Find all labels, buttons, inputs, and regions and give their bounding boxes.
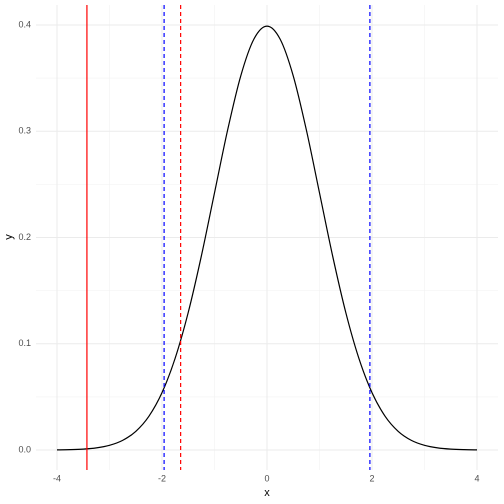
density-curve [56, 25, 478, 451]
y-tick-label: 0.1 [18, 338, 31, 348]
x-tick-label: -2 [158, 473, 166, 483]
y-tick-label: 0.0 [18, 444, 31, 454]
y-tick-label: 0.4 [18, 19, 31, 29]
x-tick-label: 0 [264, 473, 269, 483]
y-axis-title: y [3, 234, 15, 240]
y-tick-label: 0.3 [18, 126, 31, 136]
x-tick-label: 4 [474, 473, 479, 483]
x-tick-label: -4 [53, 473, 61, 483]
y-tick-label: 0.2 [18, 232, 31, 242]
x-axis-title: x [264, 487, 270, 499]
x-tick-label: 2 [369, 473, 374, 483]
